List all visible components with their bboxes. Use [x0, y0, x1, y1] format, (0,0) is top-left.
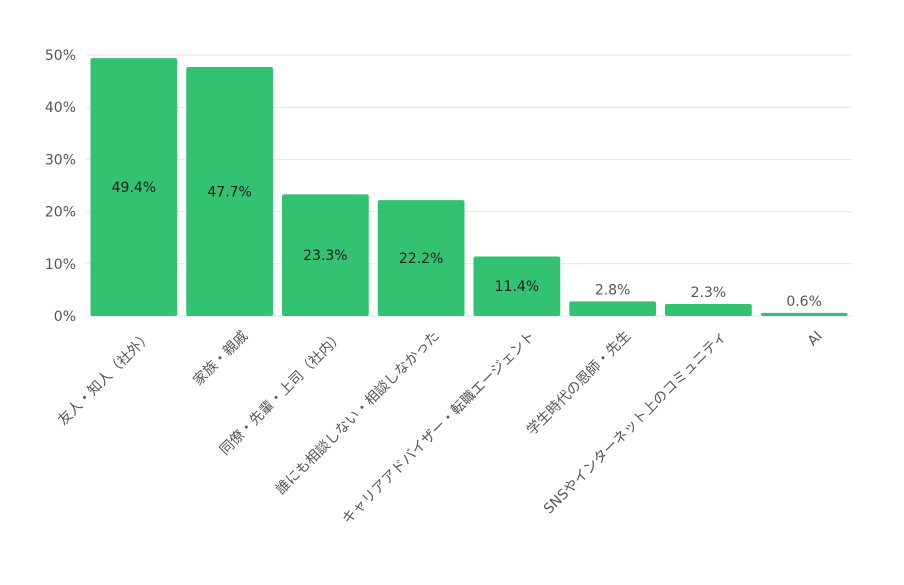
y-tick-label: 40% — [45, 100, 76, 116]
category-label-5: 学生時代の恩師・先生 — [524, 328, 634, 438]
y-tick-label: 0% — [54, 309, 76, 325]
y-tick-label: 30% — [45, 152, 76, 168]
y-tick-label: 10% — [45, 257, 76, 273]
data-label-2: 23.3% — [303, 248, 347, 264]
data-label-7: 0.6% — [786, 294, 822, 310]
bar-0 — [90, 58, 178, 317]
category-label-7: AI — [805, 328, 826, 349]
bar-1 — [186, 67, 273, 316]
data-label-1: 47.7% — [207, 185, 251, 201]
y-tick-label: 50% — [45, 48, 76, 64]
bar-6 — [665, 303, 752, 316]
data-label-3: 22.2% — [399, 251, 443, 267]
bar-5 — [569, 301, 656, 316]
data-label-4: 11.4% — [495, 279, 539, 295]
bar-2 — [282, 194, 369, 316]
y-tick-label: 20% — [45, 205, 76, 221]
category-label-0: 友人・知人（社外） — [54, 328, 155, 429]
x-axis: 友人・知人（社外） 家族・親戚同僚・先輩・上司（社内）誰にも相談しない・相談しなか… — [54, 328, 825, 528]
y-axis: 0% 10% 20% 30% 40% 50% — [45, 48, 76, 325]
bar-3 — [377, 200, 465, 316]
data-label-5: 2.8% — [595, 282, 631, 298]
bar-4 — [473, 256, 561, 316]
bar-7 — [760, 312, 848, 316]
data-label-0: 49.4% — [112, 180, 156, 196]
category-label-1: 家族・親戚 — [190, 328, 252, 390]
category-label-4: キャリアアドバイザー・転職エージェント — [339, 328, 538, 527]
data-label-6: 2.3% — [691, 285, 727, 301]
data-labels: 49.4% 47.7% 23.3% 22.2% 11.4% 2.8% 2.3% 0.6% — [112, 180, 822, 310]
category-label-3: 誰にも相談しない・相談しなかった — [273, 328, 443, 498]
bars — [90, 58, 848, 317]
category-label-6: SNSやインターネット上のコミュニティ — [541, 328, 730, 517]
